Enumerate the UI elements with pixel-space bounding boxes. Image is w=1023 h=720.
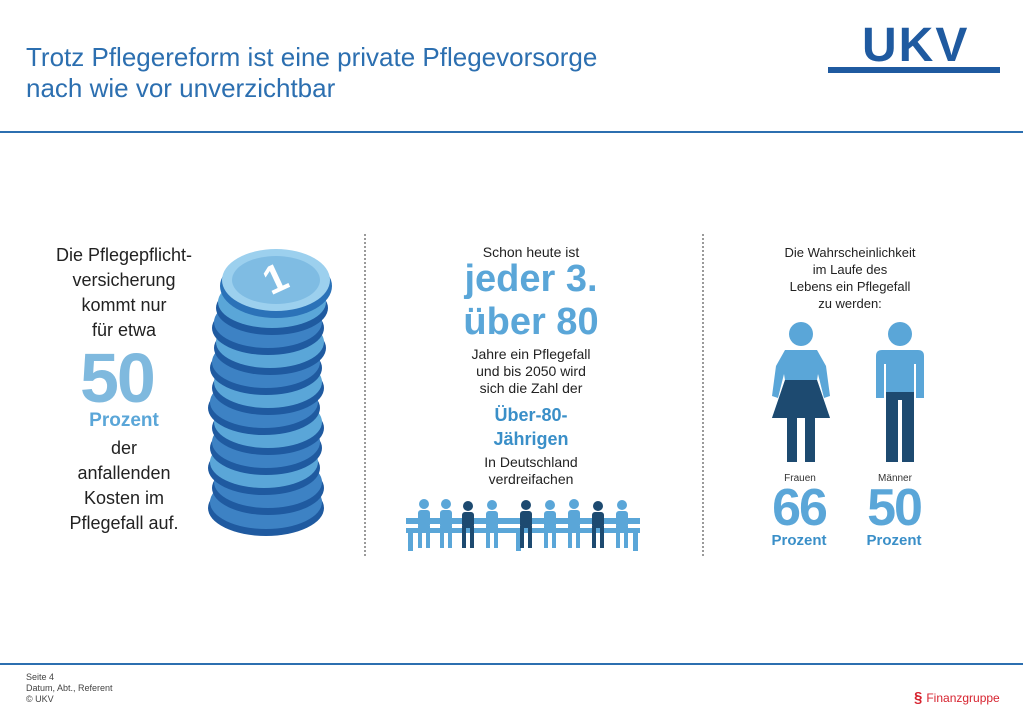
left-unit: Prozent — [89, 410, 159, 431]
middle-text-5: verdreifachen — [488, 471, 574, 487]
middle-text-block-2: In Deutschland verdreifachen — [408, 454, 654, 488]
middle-big-2: über 80 — [463, 301, 599, 343]
sparkasse-s-icon: § — [914, 689, 923, 706]
left-line-2: versicherung — [72, 270, 176, 290]
right-line-1: Die Wahrscheinlichkeit — [784, 245, 916, 260]
finanzgruppe-logo: § Finanzgruppe — [914, 689, 1000, 706]
men-percentage: 50 — [867, 479, 923, 537]
women-percentage: 66 — [772, 479, 828, 537]
left-rest-2: anfallenden — [77, 463, 171, 483]
footer-info: Seite 4 Datum, Abt., Referent © UKV — [26, 672, 113, 705]
middle-intro: Schon heute ist — [482, 244, 580, 260]
middle-text-block-1: Jahre ein Pflegefall und bis 2050 wird s… — [408, 346, 654, 397]
men-label: Männer — [878, 473, 912, 484]
left-rest-3: Kosten im — [83, 488, 165, 508]
logo-underline — [828, 67, 1000, 73]
middle-accent-2: Jährigen — [493, 429, 569, 449]
page-title: Trotz Pflegereform ist eine private Pfle… — [26, 42, 786, 104]
footer-copyright: © UKV — [26, 694, 54, 704]
left-rest-4: Pflegefall auf. — [69, 513, 179, 533]
column-divider-1 — [364, 234, 366, 556]
left-line-1: Die Pflegepflicht- — [55, 245, 193, 265]
right-line-2: im Laufe des — [812, 262, 888, 277]
ukv-logo: UKV — [862, 19, 970, 72]
footer-divider — [0, 663, 1023, 665]
right-intro: Die Wahrscheinlichkeit im Laufe des Lebe… — [760, 244, 940, 312]
left-line-3: kommt nur — [81, 295, 167, 315]
left-line-4: für etwa — [91, 320, 157, 340]
seniors-bench-icon — [406, 499, 640, 551]
right-line-3: Lebens ein Pflegefall — [789, 279, 911, 294]
footer-meta: Datum, Abt., Referent — [26, 683, 113, 693]
brand-text: Finanzgruppe — [926, 691, 1000, 705]
middle-text-3: sich die Zahl der — [479, 380, 583, 396]
middle-big-1: jeder 3. — [464, 258, 598, 300]
middle-accent: Über-80- Jährigen — [408, 403, 654, 451]
coin-stack-icon: 1 — [208, 249, 332, 536]
title-line-2: nach wie vor unverzichtbar — [26, 73, 336, 103]
footer-page: Seite 4 — [26, 672, 55, 682]
middle-accent-1: Über-80- — [494, 405, 568, 425]
right-line-4: zu werden: — [818, 296, 882, 311]
left-intro: Die Pflegepflicht- versicherung kommt nu… — [40, 243, 208, 343]
coin-stack — [208, 249, 332, 536]
left-big-number: 50 — [80, 339, 156, 417]
middle-text-4: In Deutschland — [484, 454, 578, 470]
women-label: Frauen — [784, 473, 816, 484]
woman-icon — [772, 322, 830, 462]
man-icon — [876, 322, 924, 462]
title-line-1: Trotz Pflegereform ist eine private Pfle… — [26, 42, 598, 72]
women-unit: Prozent — [771, 532, 827, 549]
left-rest-1: der — [110, 438, 137, 458]
header-divider — [0, 131, 1023, 133]
middle-text-1: Jahre ein Pflegefall — [471, 346, 591, 362]
middle-text-2: und bis 2050 wird — [476, 363, 586, 379]
column-divider-2 — [702, 234, 704, 556]
left-rest: der anfallenden Kosten im Pflegefall auf… — [40, 436, 208, 536]
men-unit: Prozent — [866, 532, 922, 549]
middle-headline: jeder 3. über 80 — [408, 258, 654, 344]
